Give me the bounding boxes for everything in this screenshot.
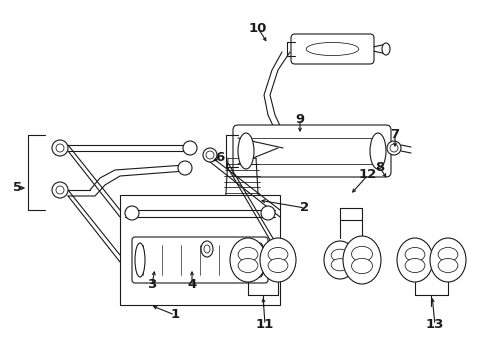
- Ellipse shape: [351, 246, 372, 262]
- Circle shape: [203, 148, 217, 162]
- Circle shape: [52, 140, 68, 156]
- Ellipse shape: [369, 133, 385, 169]
- Ellipse shape: [330, 259, 348, 271]
- Ellipse shape: [330, 249, 348, 261]
- Ellipse shape: [260, 238, 295, 282]
- Ellipse shape: [305, 42, 358, 55]
- Ellipse shape: [201, 241, 213, 257]
- Text: 8: 8: [375, 162, 384, 175]
- Ellipse shape: [437, 247, 457, 261]
- Ellipse shape: [429, 238, 465, 282]
- Ellipse shape: [342, 236, 380, 284]
- Ellipse shape: [437, 258, 457, 273]
- Ellipse shape: [267, 258, 287, 273]
- Circle shape: [205, 151, 214, 159]
- Text: 5: 5: [13, 181, 22, 194]
- Ellipse shape: [238, 247, 257, 261]
- Ellipse shape: [324, 241, 355, 279]
- Ellipse shape: [203, 245, 209, 253]
- Ellipse shape: [381, 43, 389, 55]
- Circle shape: [56, 186, 64, 194]
- Circle shape: [125, 206, 139, 220]
- Ellipse shape: [238, 258, 257, 273]
- Text: 4: 4: [187, 279, 196, 292]
- Text: 3: 3: [147, 279, 156, 292]
- Text: 1: 1: [170, 309, 179, 321]
- Text: 12: 12: [358, 168, 376, 181]
- Circle shape: [261, 206, 274, 220]
- Circle shape: [56, 144, 64, 152]
- Circle shape: [52, 182, 68, 198]
- Circle shape: [178, 161, 192, 175]
- Text: 9: 9: [295, 113, 304, 126]
- FancyBboxPatch shape: [132, 237, 267, 283]
- Ellipse shape: [267, 247, 287, 261]
- Text: 6: 6: [215, 152, 224, 165]
- Text: 13: 13: [425, 319, 443, 332]
- Circle shape: [389, 144, 397, 152]
- Ellipse shape: [351, 258, 372, 274]
- Text: 11: 11: [255, 319, 274, 332]
- Circle shape: [183, 141, 197, 155]
- FancyBboxPatch shape: [232, 125, 390, 177]
- Ellipse shape: [404, 247, 424, 261]
- Text: 7: 7: [389, 129, 399, 141]
- Text: 10: 10: [248, 22, 266, 35]
- Bar: [120, 195, 280, 305]
- Circle shape: [386, 141, 400, 155]
- Text: 2: 2: [300, 202, 309, 215]
- Ellipse shape: [135, 243, 145, 277]
- Ellipse shape: [396, 238, 432, 282]
- Ellipse shape: [229, 238, 265, 282]
- Ellipse shape: [238, 133, 253, 169]
- FancyBboxPatch shape: [290, 34, 373, 64]
- Ellipse shape: [404, 258, 424, 273]
- Ellipse shape: [254, 243, 264, 277]
